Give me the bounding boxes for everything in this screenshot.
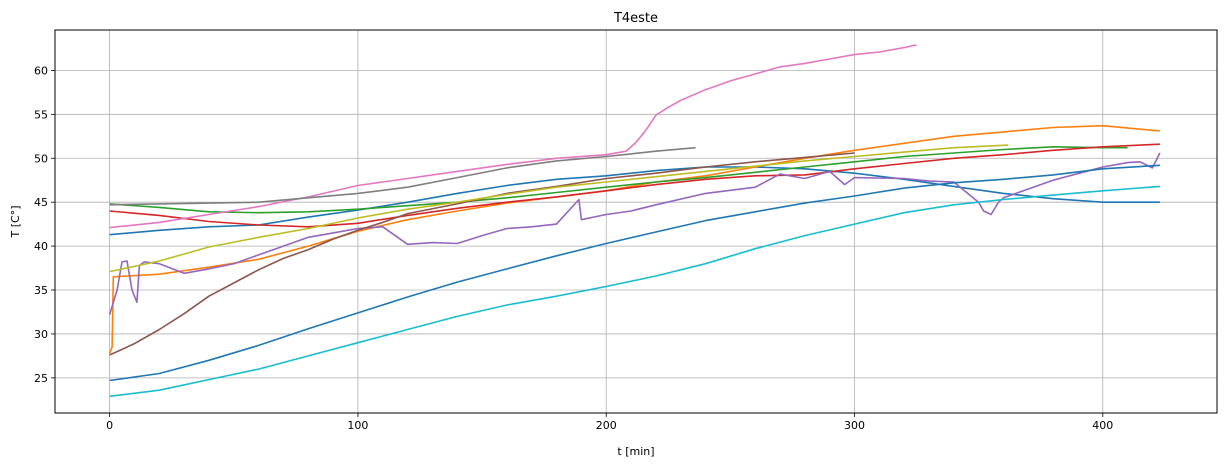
y-axis-label: T [C°] [9, 206, 22, 239]
y-tick-label: 55 [34, 108, 48, 121]
series-line-8 [109, 146, 696, 206]
grid [55, 30, 1217, 413]
y-tick-label: 50 [34, 152, 48, 165]
y-tick-label: 40 [34, 240, 48, 253]
y-tick-label: 30 [34, 328, 48, 341]
series-line-4 [109, 143, 1160, 228]
series-line-10 [109, 185, 1160, 398]
x-tick-label: 100 [347, 419, 368, 432]
series-line-7 [109, 44, 917, 229]
chart-title: T4este [613, 11, 658, 26]
x-tick-label: 0 [106, 419, 113, 432]
y-tick-label: 45 [34, 196, 48, 209]
axis-ticks: 0 100 200 300 400 25 30 35 40 45 50 55 60 [34, 64, 1113, 432]
x-axis-label: t [min] [617, 445, 654, 458]
series-line-3 [109, 146, 1128, 214]
x-tick-label: 400 [1092, 419, 1113, 432]
y-tick-label: 35 [34, 284, 48, 297]
series-group [108, 44, 1161, 398]
series-line-6 [109, 152, 855, 356]
series-line-11 [109, 164, 1160, 382]
y-tick-label: 60 [34, 64, 48, 77]
series-line-5 [108, 152, 1161, 315]
x-tick-label: 300 [844, 419, 865, 432]
y-tick-label: 25 [34, 372, 48, 385]
plot-frame [54, 29, 1218, 414]
x-tick-label: 200 [596, 419, 617, 432]
series-line-1 [109, 166, 1160, 236]
series-line-9 [109, 144, 1009, 273]
